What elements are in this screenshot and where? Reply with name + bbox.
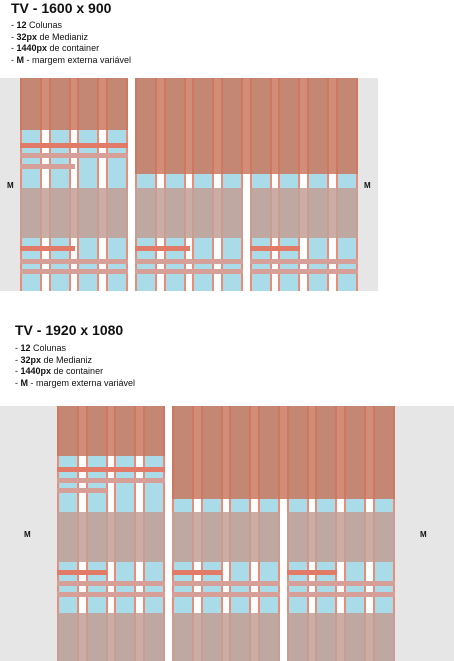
text-line <box>57 488 107 493</box>
text-line <box>135 246 190 251</box>
spec-item-columns: - 12 Colunas <box>11 20 63 30</box>
text-line <box>20 269 128 274</box>
section-title: TV - 1600 x 900 <box>11 0 112 16</box>
grid-container <box>57 406 395 661</box>
text-line <box>57 467 165 472</box>
text-block <box>172 613 280 661</box>
spec-item-gutter: - 32px de Medianiz <box>11 31 89 42</box>
grid-container <box>20 78 358 291</box>
spec-item-container: - 1440px de container <box>15 366 104 376</box>
margin-label-left: M <box>24 530 31 539</box>
text-block <box>287 613 395 661</box>
text-line <box>172 592 280 597</box>
text-line <box>287 570 337 575</box>
text-line <box>250 269 358 274</box>
margin-label-left: M <box>7 181 14 190</box>
text-line <box>135 259 243 264</box>
text-block <box>135 188 243 238</box>
image-block-large <box>172 406 395 499</box>
grid-diagram: M M <box>0 406 454 661</box>
text-block <box>20 188 128 238</box>
text-line <box>57 592 165 597</box>
text-line <box>20 246 75 251</box>
image-block-small <box>57 406 165 456</box>
text-line <box>135 269 243 274</box>
text-block <box>57 613 165 661</box>
text-line <box>172 570 222 575</box>
spec-list: - 12 Colunas - 32px de Medianiz - 1440px… <box>15 343 135 389</box>
text-block <box>287 512 395 562</box>
text-line <box>57 478 165 483</box>
section-title: TV - 1920 x 1080 <box>15 322 124 338</box>
spec-item-margin: - M - margem externa variável <box>15 377 136 388</box>
text-block <box>172 512 280 562</box>
spec-item-margin: - M - margem externa variável <box>11 54 132 65</box>
text-line <box>20 259 128 264</box>
grid-diagram: M M <box>0 78 378 291</box>
text-line <box>172 581 280 586</box>
text-block <box>57 512 165 562</box>
text-line <box>20 153 128 158</box>
image-block-small <box>20 78 128 130</box>
grid-section-1920: TV - 1920 x 1080 - 12 Colunas - 32px de … <box>0 322 454 661</box>
text-line <box>250 259 358 264</box>
text-line <box>287 592 395 597</box>
text-line <box>57 570 107 575</box>
text-line <box>57 581 165 586</box>
text-line <box>20 164 75 169</box>
spec-item-gutter: - 32px de Medianiz <box>15 354 93 365</box>
spec-item-columns: - 12 Colunas <box>15 343 67 353</box>
margin-label-right: M <box>364 181 371 190</box>
margin-label-right: M <box>420 530 427 539</box>
text-line <box>287 581 395 586</box>
text-line <box>250 246 300 251</box>
image-block-large <box>135 78 358 174</box>
text-block <box>250 188 358 238</box>
spec-list: - 12 Colunas - 32px de Medianiz - 1440px… <box>11 20 131 66</box>
grid-section-1600: TV - 1600 x 900 - 12 Colunas - 32px de M… <box>0 0 454 295</box>
spec-item-container: - 1440px de container <box>11 43 100 53</box>
text-line <box>20 143 128 148</box>
